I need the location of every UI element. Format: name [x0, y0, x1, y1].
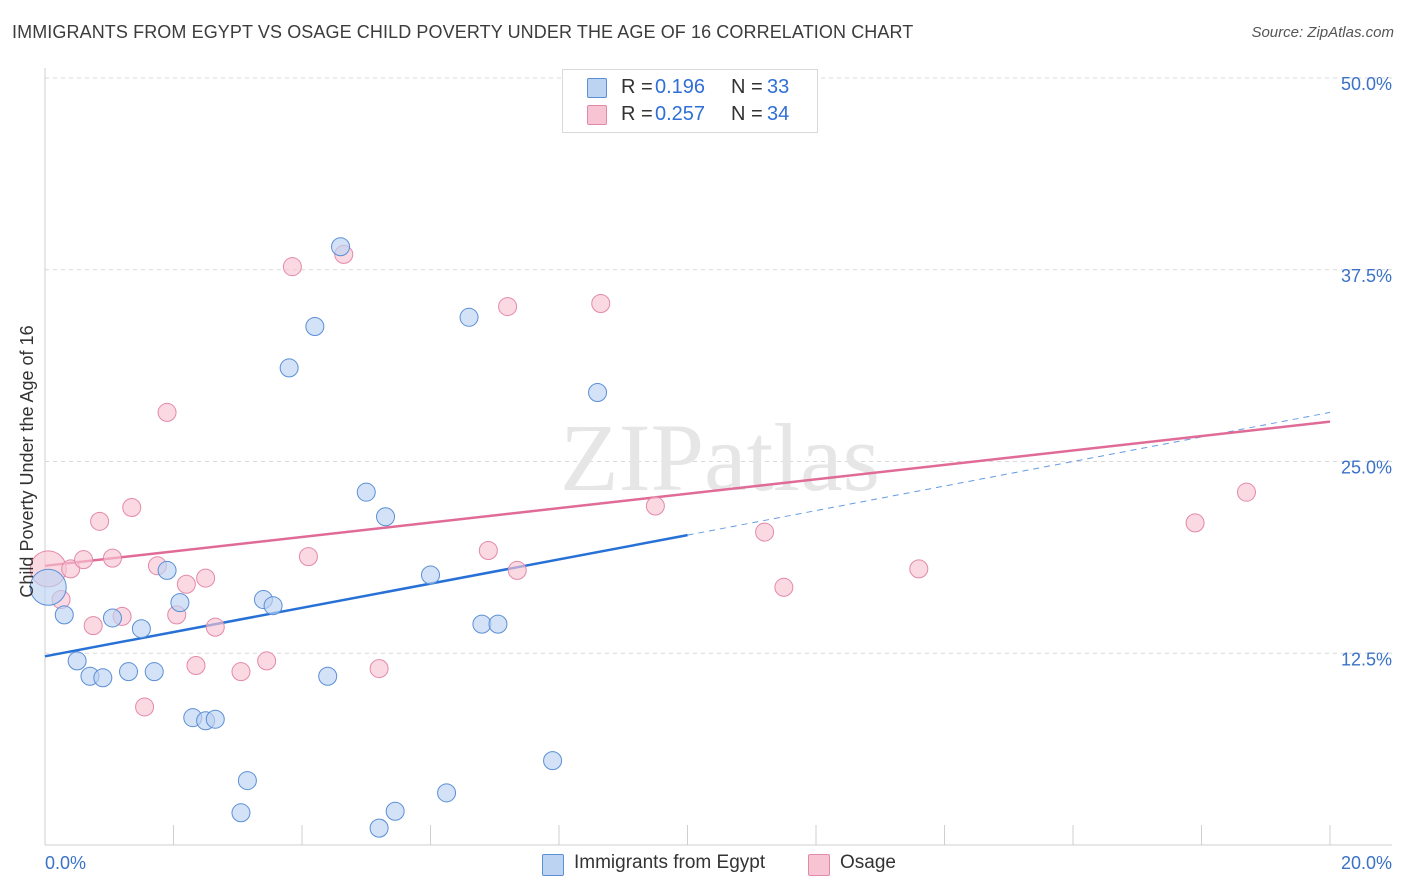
- egypt-point: [472, 614, 492, 634]
- egypt-point: [157, 560, 177, 580]
- egypt-point: [29, 568, 67, 606]
- osage-point: [498, 297, 518, 317]
- correlation-legend: R = 0.196 N = 33 R = 0.257 N = 34: [562, 69, 818, 133]
- egypt-point: [102, 608, 122, 628]
- egypt-point: [93, 668, 113, 688]
- x-tick-label: 20.0%: [1341, 853, 1392, 873]
- legend-n-value: 33: [767, 76, 790, 98]
- egypt-point: [279, 358, 299, 378]
- osage-point: [478, 540, 498, 560]
- y-tick-label: 12.5%: [1341, 649, 1392, 669]
- egypt-trend-line: [44, 533, 688, 658]
- egypt-point: [356, 482, 376, 502]
- osage-point: [102, 548, 122, 568]
- legend-n-value: 34: [767, 103, 790, 125]
- osage-point: [205, 617, 225, 637]
- egypt-point: [119, 662, 139, 682]
- egypt-point: [421, 565, 440, 585]
- egypt-point: [231, 803, 251, 823]
- x-tick-label: 0.0%: [45, 853, 86, 873]
- egypt-point: [376, 507, 396, 527]
- egypt-point: [205, 709, 225, 729]
- bottom-legend-label-osage: Osage: [840, 852, 896, 873]
- y-tick-label: 25.0%: [1341, 458, 1392, 478]
- legend-r-value: 0.196: [655, 76, 706, 98]
- osage-point: [90, 511, 110, 531]
- egypt-point: [459, 307, 479, 327]
- osage-point: [755, 522, 775, 542]
- legend-r-label: R =: [621, 103, 653, 125]
- osage-point: [231, 662, 251, 682]
- legend-r-label: R =: [621, 76, 653, 98]
- egypt-point: [131, 619, 151, 639]
- legend-swatch-egypt: [587, 78, 607, 98]
- osage-point: [257, 651, 277, 671]
- bottom-legend-swatch-osage: [808, 854, 830, 876]
- osage-point: [83, 616, 103, 636]
- egypt-point: [543, 751, 563, 771]
- osage-point: [74, 550, 94, 570]
- legend-r-value: 0.257: [655, 103, 706, 125]
- legend-n-label: N =: [731, 76, 763, 98]
- source-label: Source: ZipAtlas.com: [1251, 24, 1394, 41]
- osage-point: [1185, 513, 1205, 533]
- egypt-point: [385, 801, 405, 821]
- egypt-point: [54, 605, 74, 625]
- egypt-point: [305, 317, 325, 337]
- osage-point: [298, 547, 318, 567]
- osage-point: [135, 697, 155, 717]
- chart-title: IMMIGRANTS FROM EGYPT VS OSAGE CHILD POV…: [12, 22, 914, 42]
- egypt-point: [170, 593, 190, 613]
- osage-point: [369, 659, 389, 679]
- egypt-point: [437, 783, 457, 803]
- y-axis-title: Child Poverty Under the Age of 16: [17, 325, 37, 597]
- osage-point: [157, 402, 177, 422]
- osage-point: [591, 293, 611, 313]
- bottom-legend-label-egypt: Immigrants from Egypt: [574, 852, 766, 873]
- egypt-point: [67, 651, 87, 671]
- osage-trend-line: [44, 420, 1331, 568]
- osage-point: [645, 496, 665, 516]
- osage-point: [186, 656, 206, 676]
- legend-swatch-osage: [587, 105, 607, 125]
- osage-point: [909, 559, 929, 579]
- osage-point: [176, 574, 196, 594]
- osage-point: [1236, 482, 1256, 502]
- egypt-point: [318, 666, 338, 686]
- y-tick-label: 50.0%: [1341, 74, 1392, 94]
- legend-n-label: N =: [731, 103, 763, 125]
- bottom-legend-swatch-egypt: [542, 854, 564, 876]
- osage-point: [774, 577, 794, 597]
- egypt-point: [588, 382, 608, 402]
- egypt-point: [369, 818, 389, 838]
- egypt-point: [237, 771, 257, 791]
- egypt-point: [331, 237, 351, 257]
- egypt-point: [144, 662, 164, 682]
- egypt-point: [263, 596, 283, 616]
- osage-point: [196, 568, 216, 588]
- watermark: ZIPatlas: [560, 404, 880, 511]
- osage-point: [282, 257, 302, 277]
- osage-point: [507, 560, 527, 580]
- osage-point: [61, 559, 81, 579]
- osage-point: [122, 498, 142, 518]
- egypt-point: [488, 614, 508, 634]
- y-tick-label: 37.5%: [1341, 266, 1392, 286]
